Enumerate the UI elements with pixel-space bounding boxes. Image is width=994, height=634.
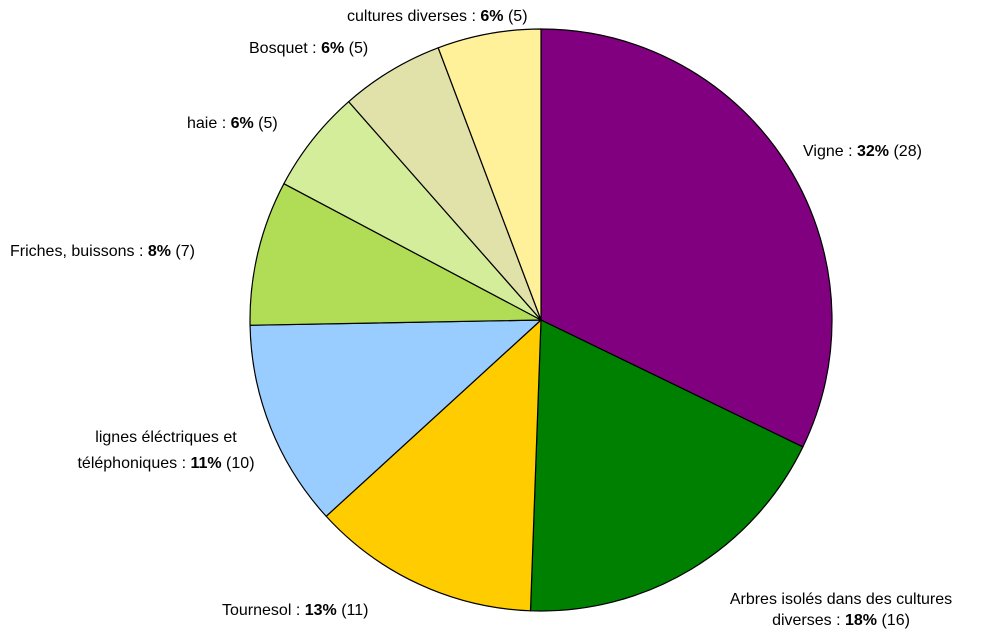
label-arbres-isoles-count: 16 [886, 612, 905, 629]
label-friches-buissons: Friches, buissons : 8% (7) [10, 243, 195, 260]
label-bosquet-name: Bosquet [249, 40, 308, 57]
label-bosquet-percent: 6% [321, 40, 345, 57]
pie-slice-vigne [540, 28, 833, 448]
label-cultures-diverses: cultures diverses : 6% (5) [347, 8, 528, 25]
label-tournesol-percent: 13% [304, 602, 337, 619]
pie-slice-cultures-diverses [437, 28, 542, 321]
label-tournesol-count: 11 [346, 602, 364, 619]
label-bosquet: Bosquet : 6% (5) [249, 40, 369, 57]
label-friches-buissons-count: 7 [180, 243, 190, 260]
label-bosquet-count: 5 [353, 40, 363, 57]
label-lignes-electriques-count: 10 [231, 455, 250, 472]
label-vigne-percent: 32% [856, 143, 890, 160]
pie-slice-lignes-electriques-et-telephoniques [249, 319, 542, 517]
label-lignes-electriques: lignes éléctriques et téléphoniques : 11… [77, 429, 255, 472]
label-cultures-diverses-name: cultures diverses [347, 8, 468, 25]
label-cultures-diverses-percent: 6% [480, 8, 504, 25]
label-arbres-isoles: Arbres isolés dans des cultures diverses… [729, 591, 953, 629]
pie-slice-friches-buissons [249, 183, 542, 326]
label-lignes-electriques-percent: 11% [190, 455, 222, 472]
label-lignes-electriques-name: lignes éléctriques et téléphoniques [77, 429, 237, 472]
label-friches-buissons-name: Friches, buissons [10, 243, 135, 260]
pie-slice-tournesol [325, 319, 542, 612]
label-tournesol-name: Tournesol [222, 602, 292, 619]
label-friches-buissons-percent: 8% [147, 243, 171, 260]
label-haie-name: haie [187, 115, 218, 132]
label-haie: haie : 6% (5) [187, 115, 278, 132]
label-vigne-count: 28 [898, 143, 917, 160]
label-cultures-diverses-count: 5 [513, 8, 523, 25]
pie-slice-arbres-isoles-dans-des-cultures-diverses [529, 319, 804, 612]
label-arbres-isoles-name: Arbres isolés dans des cultures diverses [729, 591, 953, 629]
label-vigne-name: Vigne [803, 143, 844, 160]
pie-slices [249, 28, 833, 612]
label-tournesol: Tournesol : 13% (11) [222, 602, 369, 619]
label-haie-count: 5 [263, 115, 273, 132]
label-haie-percent: 6% [230, 115, 254, 132]
label-vigne: Vigne : 32% (28) [803, 143, 922, 160]
label-arbres-isoles-percent: 18% [844, 612, 878, 629]
